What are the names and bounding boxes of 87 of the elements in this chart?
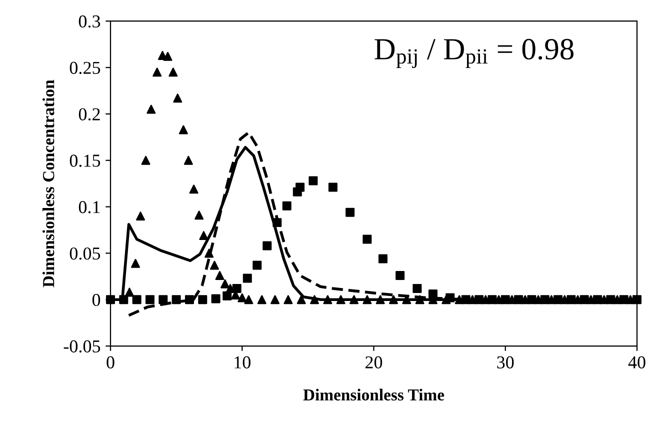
point xyxy=(210,260,219,270)
point xyxy=(566,295,576,304)
point xyxy=(284,295,293,304)
point xyxy=(540,295,550,304)
point xyxy=(199,231,208,240)
point xyxy=(619,295,628,304)
point xyxy=(244,295,254,304)
point xyxy=(350,295,359,304)
point xyxy=(220,279,230,288)
point xyxy=(141,156,150,165)
point xyxy=(252,260,262,270)
point xyxy=(184,295,194,304)
y-tick-label: 0.3 xyxy=(78,15,100,28)
y-tick-label: 0.2 xyxy=(78,108,100,120)
point xyxy=(514,295,524,304)
y-tick-label: -0.05 xyxy=(64,340,100,353)
point xyxy=(184,156,193,165)
point xyxy=(446,293,455,302)
point xyxy=(461,295,470,304)
point xyxy=(323,295,332,304)
point xyxy=(282,201,292,210)
point xyxy=(152,68,162,77)
point xyxy=(593,295,602,304)
point xyxy=(189,184,198,194)
point xyxy=(163,52,172,61)
point xyxy=(158,295,168,304)
x-tick-label: 0 xyxy=(106,356,114,368)
point xyxy=(296,295,306,304)
point xyxy=(415,295,424,304)
y-tick-label: 0.05 xyxy=(70,247,100,260)
point xyxy=(378,254,388,264)
point xyxy=(168,68,178,77)
x-tick-label: 20 xyxy=(366,356,382,368)
point xyxy=(222,291,232,300)
point xyxy=(580,295,589,304)
x-tick-label: 40 xyxy=(628,356,646,368)
point xyxy=(145,295,154,304)
point xyxy=(346,208,355,217)
point xyxy=(198,295,208,304)
x-tick-label: 30 xyxy=(497,356,514,368)
point xyxy=(272,218,282,228)
y-tick-label: 0.25 xyxy=(70,62,100,74)
point xyxy=(262,241,272,250)
point xyxy=(396,270,405,280)
point xyxy=(412,284,422,293)
annotation: D$_{pij}$ / D$_{pii}$ = 0.98 xyxy=(374,38,574,68)
point xyxy=(173,94,182,103)
point xyxy=(632,295,642,304)
point xyxy=(211,294,220,304)
point xyxy=(388,295,398,304)
point xyxy=(554,295,563,304)
point xyxy=(308,176,318,186)
point xyxy=(362,234,372,244)
point xyxy=(146,104,156,114)
point xyxy=(310,295,320,304)
point xyxy=(362,295,372,304)
point xyxy=(242,274,252,283)
point xyxy=(488,295,497,304)
point xyxy=(270,295,280,304)
point xyxy=(428,290,438,299)
point xyxy=(132,295,142,304)
point xyxy=(238,293,247,302)
point xyxy=(106,295,115,304)
point xyxy=(527,295,536,304)
point xyxy=(296,182,305,192)
point xyxy=(194,210,204,220)
x-axis-title: Dimensionless Time xyxy=(303,388,444,401)
point xyxy=(119,295,128,304)
point xyxy=(328,182,338,192)
point xyxy=(257,295,266,304)
point xyxy=(131,258,140,268)
point xyxy=(376,295,385,304)
point xyxy=(136,212,146,221)
y-tick-label: 0 xyxy=(92,294,100,306)
point xyxy=(172,295,181,304)
point xyxy=(178,125,188,134)
point xyxy=(500,295,510,304)
point xyxy=(336,295,346,304)
point xyxy=(204,248,214,258)
y-tick-label: 0.1 xyxy=(78,201,100,214)
point xyxy=(215,270,224,280)
point xyxy=(232,284,242,293)
y-axis-title: Dimensionless Concentration xyxy=(42,80,54,288)
y-tick-label: 0.15 xyxy=(70,154,100,167)
point xyxy=(606,295,616,304)
x-tick-label: 10 xyxy=(234,356,250,368)
point xyxy=(474,295,484,304)
